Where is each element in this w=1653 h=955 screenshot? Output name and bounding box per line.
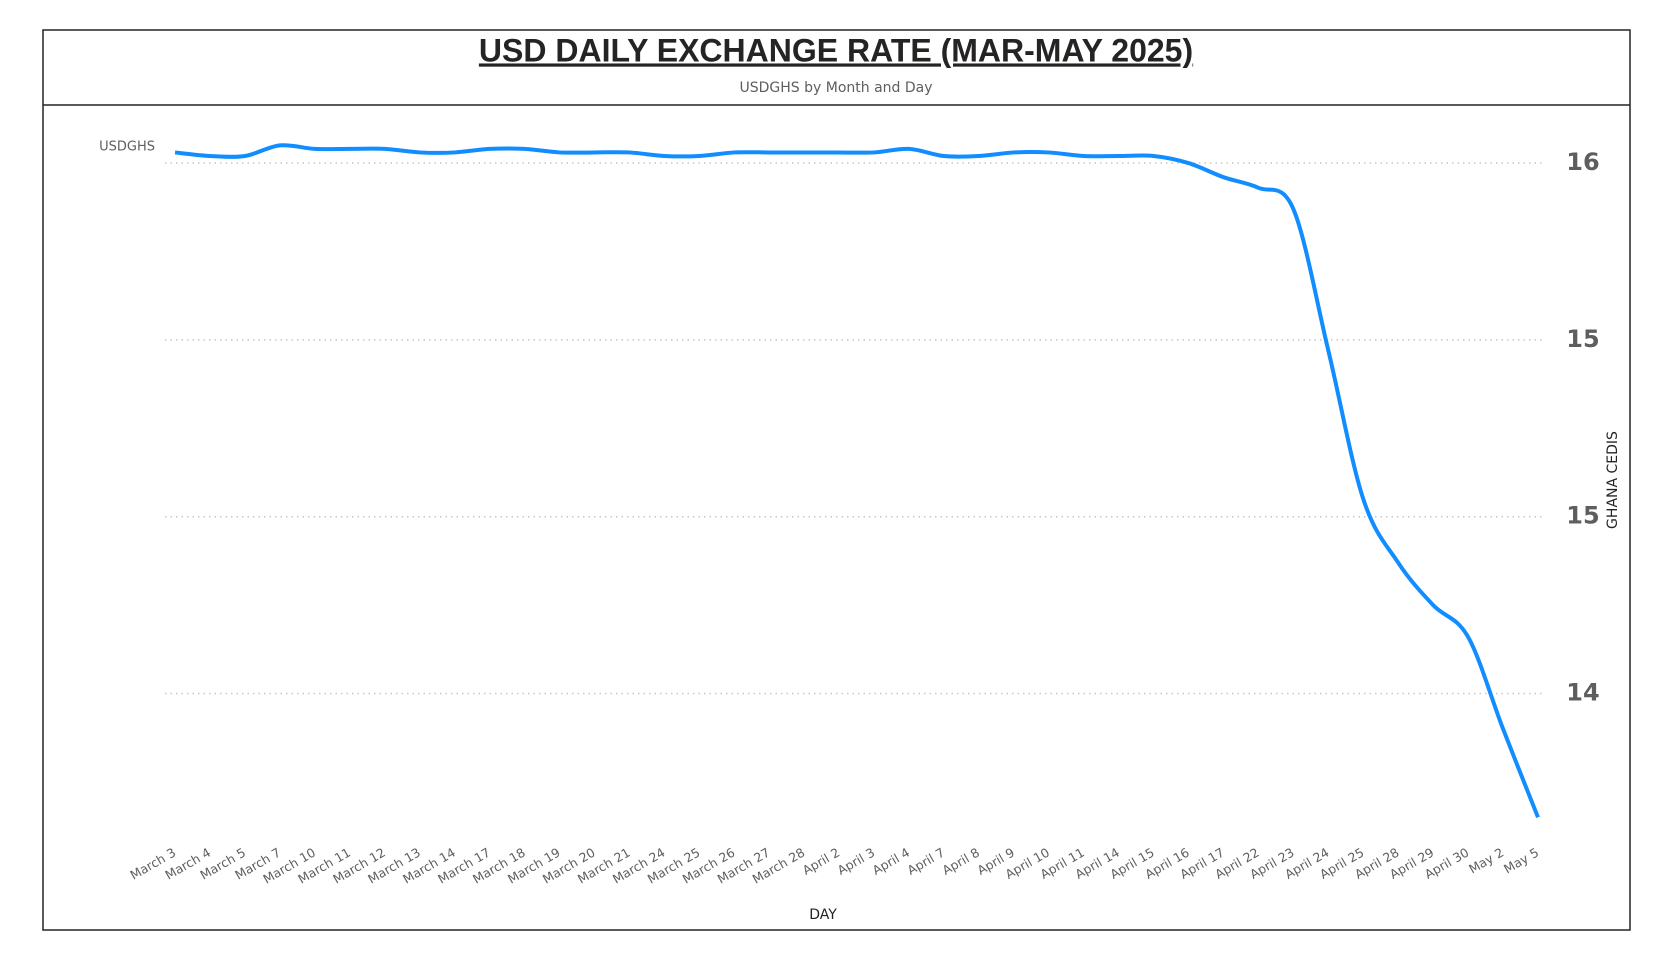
x-tick-label: May 2 <box>1466 845 1506 877</box>
chart-title: USD DAILY EXCHANGE RATE (MAR-MAY 2025) <box>479 32 1193 68</box>
chart-subtitle: USDGHS by Month and Day <box>739 80 932 96</box>
frame <box>42 29 1631 931</box>
x-tick-label: April 8 <box>939 845 982 878</box>
legend-label: USDGHS <box>99 140 155 155</box>
x-tick-label: April 2 <box>800 845 843 878</box>
x-tick-label: April 4 <box>870 845 913 878</box>
series-line <box>174 143 1540 819</box>
y-tick-label: 15 <box>1566 325 1599 353</box>
y-tick-label: 16 <box>1566 148 1599 176</box>
x-axis-title: DAY <box>809 907 837 923</box>
x-tick-label: April 3 <box>835 845 878 878</box>
x-tick-label: April 7 <box>905 845 948 878</box>
x-tick-label: May 5 <box>1501 845 1541 877</box>
y-tick-label: 15 <box>1566 502 1599 530</box>
y-tick-label: 14 <box>1566 679 1599 707</box>
y-axis-title: GHANA CEDIS <box>1605 431 1621 529</box>
